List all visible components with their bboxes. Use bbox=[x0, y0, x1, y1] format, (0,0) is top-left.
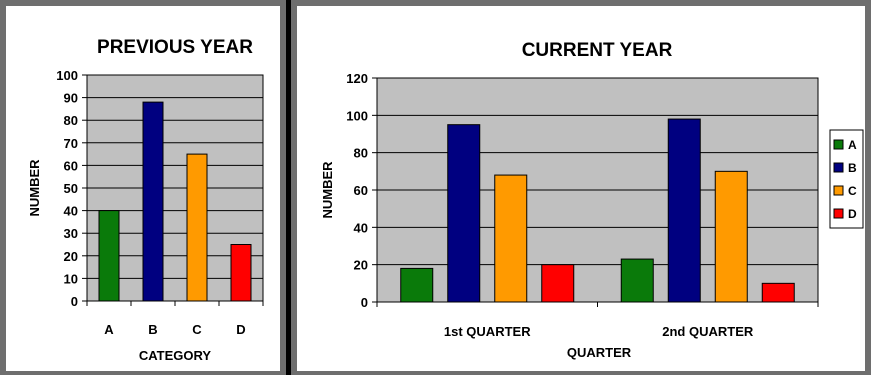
current-year-chart: CURRENT YEAR NUMBER QUARTER 0 20 40 60 80 100… bbox=[320, 40, 864, 360]
y-tick-label: 10 bbox=[64, 271, 78, 286]
bar-a-q2 bbox=[620, 258, 654, 303]
bar-d bbox=[230, 244, 252, 302]
bar-b-q1 bbox=[447, 124, 481, 303]
plot-border bbox=[376, 77, 819, 303]
bar-a bbox=[98, 210, 120, 302]
legend-label-d: D bbox=[848, 207, 857, 221]
current-year-chart-title: CURRENT YEAR bbox=[522, 40, 673, 61]
current-year-chart-panel: CURRENT YEAR NUMBER QUARTER 0 20 40 60 80 100… bbox=[297, 6, 865, 371]
y-tick-label: 80 bbox=[354, 146, 368, 161]
bar-a-q1 bbox=[400, 267, 434, 303]
bar-b bbox=[142, 101, 164, 302]
x-tick-label: 1st QUARTER bbox=[444, 324, 531, 339]
previous-year-chart-title: PREVIOUS YEAR bbox=[97, 37, 253, 58]
y-tick-label: 60 bbox=[354, 183, 368, 198]
legend-label-c: C bbox=[848, 184, 857, 198]
bar-d-q1 bbox=[541, 264, 575, 303]
previous-year-x-axis-label: CATEGORY bbox=[139, 348, 212, 363]
x-tick-label: A bbox=[104, 322, 114, 337]
bar-d-q2 bbox=[761, 282, 795, 303]
previous-year-chart-panel: PREVIOUS YEAR NUMBER CATEGORY 0 10 20 30 40 5… bbox=[6, 6, 280, 371]
legend-swatch-a bbox=[833, 139, 844, 150]
y-tick-label: 70 bbox=[64, 136, 78, 151]
x-tick-label: C bbox=[192, 322, 202, 337]
y-tick-label: 120 bbox=[346, 71, 368, 86]
legend-label-b: B bbox=[848, 161, 857, 175]
y-tick-label: 40 bbox=[64, 204, 78, 219]
bar-c-q2 bbox=[714, 170, 748, 303]
current-year-x-axis-label: QUARTER bbox=[567, 345, 632, 360]
x-tick-label: D bbox=[236, 322, 245, 337]
previous-year-chart-frame: PREVIOUS YEAR NUMBER CATEGORY 0 10 20 30 40 5… bbox=[0, 0, 286, 375]
bar-b-q2 bbox=[667, 118, 701, 303]
bar-c-q1 bbox=[494, 174, 528, 303]
y-tick-label: 100 bbox=[56, 68, 78, 83]
previous-year-y-axis-label: NUMBER bbox=[27, 159, 42, 217]
legend-swatch-b bbox=[833, 162, 844, 173]
bar-c bbox=[186, 153, 208, 302]
legend-swatch-c bbox=[833, 185, 844, 196]
current-year-chart-frame: CURRENT YEAR NUMBER QUARTER 0 20 40 60 80 100… bbox=[291, 0, 871, 375]
y-tick-label: 0 bbox=[361, 295, 368, 310]
y-tick-label: 50 bbox=[64, 181, 78, 196]
legend-label-a: A bbox=[848, 138, 857, 152]
x-tick-label: B bbox=[148, 322, 157, 337]
legend-swatch-d bbox=[833, 208, 844, 219]
y-tick-label: 60 bbox=[64, 158, 78, 173]
y-tick-label: 20 bbox=[354, 258, 368, 273]
y-tick-label: 20 bbox=[64, 249, 78, 264]
y-tick-label: 30 bbox=[64, 226, 78, 241]
y-tick-label: 90 bbox=[64, 91, 78, 106]
previous-year-chart: PREVIOUS YEAR NUMBER CATEGORY 0 10 20 30 40 5… bbox=[27, 37, 264, 363]
current-year-y-axis-label: NUMBER bbox=[320, 161, 335, 219]
y-tick-label: 40 bbox=[354, 220, 368, 235]
y-tick-label: 0 bbox=[71, 294, 78, 309]
y-tick-label: 80 bbox=[64, 113, 78, 128]
x-tick-label: 2nd QUARTER bbox=[662, 324, 754, 339]
y-tick-label: 100 bbox=[346, 108, 368, 123]
plot-border bbox=[86, 74, 264, 302]
